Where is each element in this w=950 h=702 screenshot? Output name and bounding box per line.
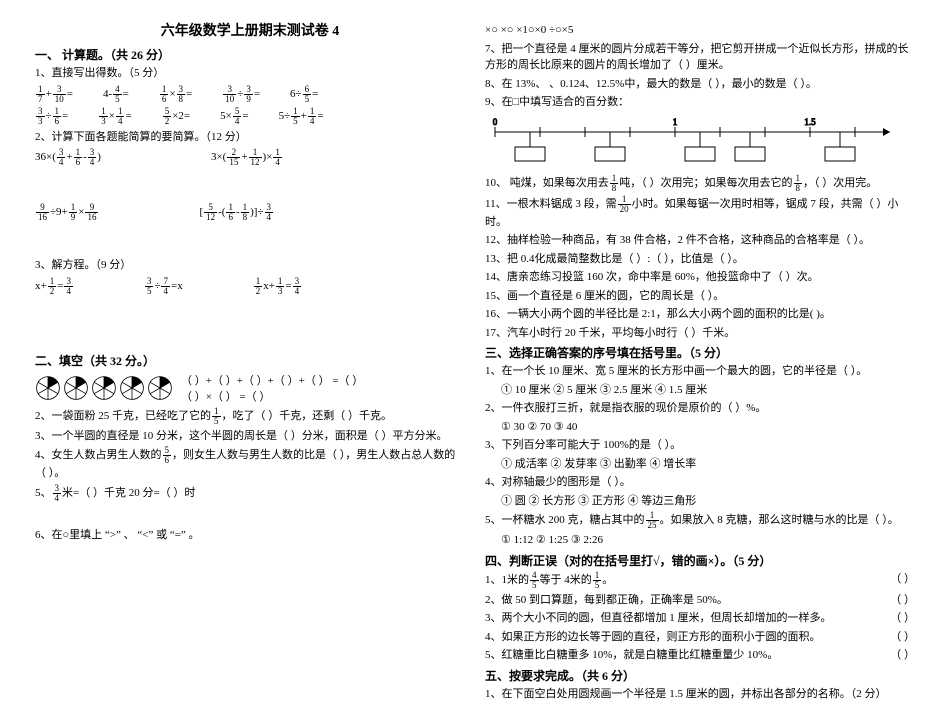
section-2-head: 二、填空（共 32 分。） <box>35 352 465 369</box>
q15: 15、画一个直径是 6 厘米的圆，它的周长是（ ）。 <box>485 288 915 305</box>
j2: 2、做 50 到口算题，每到都正确，正确率是 50%。（ ） <box>485 592 915 609</box>
fill-4: 4、女生人数占男生人数的56，则女生人数与男生人数的比是（ ），男生人数占总人数… <box>35 446 465 482</box>
j4: 4、如果正方形的边长等于圆的直径，则正方形的面积小于圆的面积。（ ） <box>485 629 915 646</box>
q8: 8、在 13%、 、0.124、12.5%中，最大的数是（ ），最小的数是（ ）… <box>485 76 915 93</box>
section-3-head: 三、选择正确答案的序号填在括号里。（5 分） <box>485 344 915 361</box>
pie-eq-2: （ ）×（ ） =（ ） <box>181 388 363 404</box>
number-line: 0 1 1.5 <box>485 117 915 170</box>
c2o: ① 30 ② 70 ③ 40 <box>485 419 915 436</box>
svg-text:1.5: 1.5 <box>804 117 816 127</box>
fill-5: 5、34米=（ ）千克 20 分=（ ）时 <box>35 484 465 503</box>
q9: 9、在□中填写适合的百分数： <box>485 94 915 111</box>
section-4-head: 四、判断正误（对的在括号里打√，错的画×）。（5 分） <box>485 552 915 569</box>
q13: 13、把 0.4化成最简整数比是（ ）:（ ），比值是（ ）。 <box>485 251 915 268</box>
calc-row-1: 17+310= 4-45= 16×38= 310÷39= 6÷65= <box>35 85 465 104</box>
calc2-r1: 36×(34+16-34) 3×(215+112)×14 <box>35 148 465 167</box>
q12: 12、抽样检验一种商品，有 38 件合格，2 件不合格，这种商品的合格率是（ ）… <box>485 232 915 249</box>
c3o: ① 成活率 ② 发芽率 ③ 出勤率 ④ 增长率 <box>485 456 915 473</box>
q16: 16、一辆大小两个圆的半径比是 2:1，那么大小两个圆的面积的比是( )。 <box>485 306 915 323</box>
c5: 5、一杯糖水 200 克，糖占其中的125。如果放入 8 克糖，那么这时糖与水的… <box>485 511 915 530</box>
q1-2: 2、计算下面各题能简算的要简算。（12 分） <box>35 129 465 146</box>
c5o: ① 1:12 ② 1:25 ③ 2:26 <box>485 532 915 549</box>
svg-text:1: 1 <box>673 117 678 127</box>
c2: 2、一件衣服打三折，就是指衣服的现价是原价的（ ）%。 <box>485 400 915 417</box>
q1-1: 1、直接写出得数。（5 分） <box>35 65 465 82</box>
j1: 1、1米的45等于 4米的15。（ ） <box>485 571 915 590</box>
q1-3: 3、解方程。（9 分） <box>35 257 465 274</box>
fill-6: 6、在○里填上 “>” 、 “<” 或 “=” 。 <box>35 527 465 544</box>
section-5-head: 五、按要求完成。（共 6 分） <box>485 667 915 684</box>
q7: 7、把一个直径是 4 厘米的圆片分成若干等分，把它剪开拼成一个近似长方形，拼成的… <box>485 41 915 74</box>
c4: 4、对称轴最少的图形是（ ）。 <box>485 474 915 491</box>
pie-row: （ ）+（ ）+（ ）+（ ）+（ ） =（ ） （ ）×（ ） =（ ） <box>35 372 465 404</box>
section-1-head: 一、 计算题。（共 26 分） <box>35 46 465 63</box>
fill-3: 3、一个半圆的直径是 10 分米，这个半圆的周长是（ ）分米，面积是（ ）平方分… <box>35 428 465 445</box>
q10: 10、 吨煤，如果每次用去18吨，（ ）次用完；如果每次用去它的18，（ ）次用… <box>485 174 915 193</box>
q17: 17、汽车小时行 20 千米，平均每小时行（ ）千米。 <box>485 325 915 342</box>
fill-2: 2、一袋面粉 25 千克，已经吃了它的15，吃了（ ）千克，还剩（ ）千克。 <box>35 407 465 426</box>
q11: 11、一根木料锯成 3 段，需120小时。如果每锯一次用时相等，锯成 7 段，共… <box>485 195 915 231</box>
d1: 1、在下面空白处用圆规画一个半径是 1.5 厘米的圆，并标出各部分的名称。（2 … <box>485 686 915 702</box>
eq-row: x+12=34 35÷74=x 12x+13=34 <box>35 277 465 296</box>
c3: 3、下列百分率可能大于 100%的是（ ）。 <box>485 437 915 454</box>
calc2-r2: 916÷9+19×916 [512-(16-18)]÷34 <box>35 203 465 222</box>
compare-ops: ×○ ×○ ×1○×0 ÷○×5 <box>485 22 915 39</box>
c1o: ① 10 厘米 ② 5 厘米 ③ 2.5 厘米 ④ 1.5 厘米 <box>485 382 915 399</box>
page-title: 六年级数学上册期末测试卷 4 <box>35 20 465 40</box>
c4o: ① 圆 ② 长方形 ③ 正方形 ④ 等边三角形 <box>485 493 915 510</box>
pie-eq-1: （ ）+（ ）+（ ）+（ ）+（ ） =（ ） <box>181 372 363 388</box>
q14: 14、唐亲恋练习投篮 160 次，命中率是 60%，他投篮命中了（ ）次。 <box>485 269 915 286</box>
j3: 3、两个大小不同的圆，但直径都增加 1 厘米，但周长却增加的一样多。（ ） <box>485 610 915 627</box>
j5: 5、红糖重比白糖重多 10%，就是白糖重比红糖重量少 10%。（ ） <box>485 647 915 664</box>
c1: 1、在一个长 10 厘米、宽 5 厘米的长方形中画一个最大的圆，它的半径是（ ）… <box>485 363 915 380</box>
calc-row-2: 33÷16= 13×14= 52×2= 5×54= 5÷15+14= <box>35 107 465 126</box>
svg-text:0: 0 <box>493 117 498 127</box>
